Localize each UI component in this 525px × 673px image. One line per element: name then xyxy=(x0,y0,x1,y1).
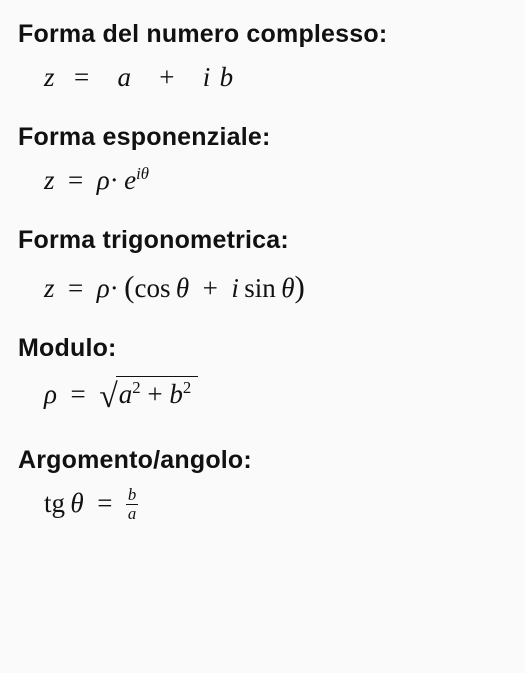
formula-trigonometric: z = ρ· (cos θ + i sin θ) xyxy=(18,265,507,308)
var-i: i xyxy=(203,62,213,92)
frac-num: b xyxy=(126,486,138,504)
plus: + xyxy=(203,273,218,303)
exponent: iθ xyxy=(136,164,149,183)
var-z: z xyxy=(44,165,55,195)
heading-argument: Argomento/angolo: xyxy=(18,446,507,475)
var-rho: ρ xyxy=(97,165,110,195)
plus: + xyxy=(147,379,162,409)
section-argument: Argomento/angolo: tg θ = b a xyxy=(18,446,507,524)
sin-fn: sin xyxy=(244,273,276,303)
fraction: b a xyxy=(126,486,138,522)
heading-exponential: Forma esponenziale: xyxy=(18,123,507,152)
var-e: e xyxy=(124,165,136,195)
section-algebraic-form: Forma del numero complesso: z = a + i b xyxy=(18,20,507,97)
theta2: θ xyxy=(281,273,294,303)
tg-fn: tg xyxy=(44,488,65,518)
frac-den: a xyxy=(126,504,138,523)
var-a: a xyxy=(119,379,133,409)
section-trigonometric-form: Forma trigonometrica: z = ρ· (cos θ + i … xyxy=(18,226,507,308)
dot: · xyxy=(110,165,119,195)
cos-fn: cos xyxy=(134,273,170,303)
var-z: z xyxy=(44,62,57,92)
plus: + xyxy=(159,62,176,92)
var-i: i xyxy=(231,273,239,303)
formula-argument: tg θ = b a xyxy=(18,485,507,524)
eq: = xyxy=(68,165,83,195)
var-rho: ρ xyxy=(44,379,57,409)
formula-exponential: z = ρ· eiθ xyxy=(18,162,507,200)
heading-algebraic: Forma del numero complesso: xyxy=(18,20,507,49)
sqrt-body: a2 + b2 xyxy=(116,376,198,414)
formula-algebraic: z = a + i b xyxy=(18,59,507,97)
var-b: b xyxy=(220,62,236,92)
theta1: θ xyxy=(176,273,189,303)
var-z: z xyxy=(44,273,55,303)
var-rho: ρ xyxy=(97,273,110,303)
section-exponential-form: Forma esponenziale: z = ρ· eiθ xyxy=(18,123,507,200)
formula-modulus: ρ = √a2 + b2 xyxy=(18,373,507,420)
dot: · xyxy=(110,273,119,303)
theta: θ xyxy=(70,488,83,518)
sq2: 2 xyxy=(183,378,191,397)
sq1: 2 xyxy=(132,378,140,397)
eq: = xyxy=(74,62,91,92)
eq: = xyxy=(68,273,83,303)
eq: = xyxy=(97,488,112,518)
heading-trigonometric: Forma trigonometrica: xyxy=(18,226,507,255)
section-modulus: Modulo: ρ = √a2 + b2 xyxy=(18,334,507,420)
lparen: ( xyxy=(124,269,134,304)
eq: = xyxy=(70,379,85,409)
rparen: ) xyxy=(294,269,304,304)
var-b: b xyxy=(169,379,183,409)
heading-modulus: Modulo: xyxy=(18,334,507,363)
var-a: a xyxy=(118,62,134,92)
